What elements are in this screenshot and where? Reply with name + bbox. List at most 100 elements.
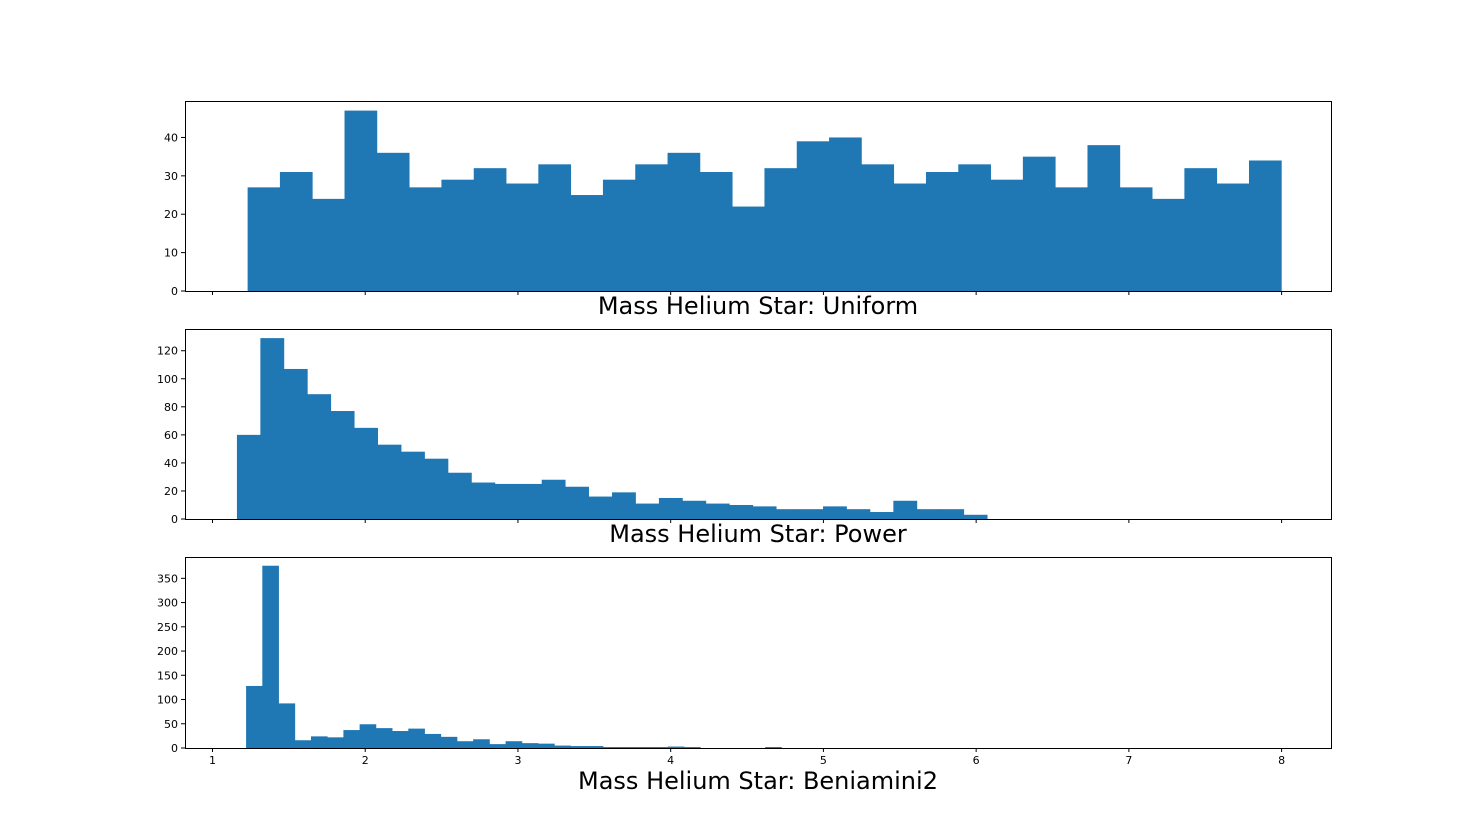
histogram-bar bbox=[916, 509, 941, 519]
histogram-bar bbox=[377, 444, 402, 519]
y-tick-label: 40 bbox=[164, 457, 178, 470]
histogram-bar bbox=[354, 427, 378, 519]
x-tick-label: 4 bbox=[667, 754, 674, 767]
histogram-bar bbox=[344, 110, 378, 291]
histogram-bar bbox=[1055, 187, 1088, 291]
histogram-bar bbox=[612, 492, 636, 519]
histogram-bar bbox=[424, 458, 449, 519]
histogram-bar bbox=[635, 503, 660, 519]
histogram-bar bbox=[1087, 145, 1121, 291]
y-tick-label: 0 bbox=[171, 513, 178, 526]
histogram-bar bbox=[441, 179, 475, 291]
histogram-bar bbox=[506, 183, 539, 291]
histogram-bar bbox=[729, 504, 754, 519]
histogram-bar bbox=[409, 187, 442, 291]
y-tick-label: 350 bbox=[157, 572, 178, 585]
beniamini2-panel-title: Mass Helium Star: Beniamini2 bbox=[578, 767, 938, 795]
histogram-bar bbox=[1152, 198, 1185, 291]
histogram-bar bbox=[823, 506, 847, 519]
axes-frame bbox=[185, 101, 1332, 292]
y-tick-label: 40 bbox=[164, 131, 178, 144]
axes-frame bbox=[185, 557, 1332, 749]
histogram-bar bbox=[619, 747, 636, 748]
histogram-bar bbox=[247, 187, 281, 291]
histogram-bar bbox=[505, 741, 523, 748]
power-histogram-panel: 0 20 40 60 80 100 120 bbox=[157, 329, 1332, 526]
histogram-bar bbox=[829, 137, 862, 291]
histogram-bar bbox=[236, 434, 261, 519]
histogram-bar bbox=[776, 509, 800, 519]
histogram-bar bbox=[658, 497, 683, 519]
histogram-bar bbox=[375, 728, 393, 748]
histogram-bar bbox=[343, 730, 361, 748]
histogram-bar bbox=[447, 472, 472, 519]
histogram-bar bbox=[1248, 160, 1282, 291]
histogram-bar bbox=[752, 506, 777, 519]
histogram-bar bbox=[538, 743, 555, 748]
x-tick-label: 6 bbox=[973, 754, 980, 767]
histogram-bar bbox=[554, 745, 571, 748]
histogram-bar bbox=[359, 724, 377, 748]
histogram-bar bbox=[327, 737, 344, 748]
histogram-bar bbox=[990, 179, 1024, 291]
histogram-bar bbox=[279, 172, 313, 291]
y-tick-label: 20 bbox=[164, 485, 178, 498]
y-tick-label: 80 bbox=[164, 401, 178, 414]
histogram-bar bbox=[392, 731, 409, 748]
histogram-bar bbox=[376, 152, 410, 291]
histogram-bar bbox=[565, 486, 589, 519]
histogram-bar bbox=[869, 511, 894, 519]
histogram-bar bbox=[846, 509, 871, 519]
histogram-bar bbox=[471, 482, 496, 519]
y-tick-label: 200 bbox=[157, 645, 178, 658]
histogram-bar bbox=[602, 179, 636, 291]
histogram-bar bbox=[893, 500, 918, 519]
histogram-bar bbox=[489, 744, 507, 748]
histogram-bar bbox=[401, 451, 425, 519]
histogram-bar bbox=[473, 739, 490, 748]
y-tick-label: 120 bbox=[157, 345, 178, 358]
histogram-bar bbox=[765, 747, 782, 748]
y-tick-label: 300 bbox=[157, 597, 178, 610]
y-tick-label: 100 bbox=[157, 694, 178, 707]
uniform-histogram-panel: 0 10 20 30 40 bbox=[164, 101, 1332, 298]
histogram-bar bbox=[1022, 156, 1056, 291]
histogram-bar bbox=[893, 183, 927, 291]
histogram-bar bbox=[494, 483, 519, 519]
histogram-bar bbox=[635, 747, 652, 748]
histogram-bar bbox=[262, 565, 279, 748]
x-tick-label: 5 bbox=[820, 754, 827, 767]
histogram-bar bbox=[682, 500, 707, 519]
histogram-bar bbox=[521, 743, 539, 748]
histogram-bar bbox=[278, 703, 296, 748]
y-tick-label: 100 bbox=[157, 373, 178, 386]
histogram-bar bbox=[861, 164, 895, 291]
histogram-bar bbox=[440, 736, 458, 748]
histogram-bar bbox=[940, 509, 965, 519]
histogram-bar bbox=[732, 206, 765, 291]
y-tick-label: 30 bbox=[164, 170, 178, 183]
histogram-bar bbox=[408, 728, 425, 748]
y-tick-label: 250 bbox=[157, 621, 178, 634]
histogram-bar bbox=[456, 741, 474, 748]
histogram-bar bbox=[518, 483, 543, 519]
histogram-bar bbox=[684, 747, 701, 748]
histogram-bar bbox=[925, 172, 959, 291]
power-panel-title: Mass Helium Star: Power bbox=[609, 520, 907, 548]
histogram-bar bbox=[424, 733, 442, 748]
histogram-bar bbox=[307, 394, 332, 519]
histogram-bar bbox=[1184, 168, 1218, 291]
histogram-bar bbox=[283, 368, 308, 519]
histogram-bar bbox=[1216, 183, 1250, 291]
histogram-bar bbox=[570, 195, 604, 291]
beniamini2-histogram-panel: 0 50 100 150 200 250 300 350 1 2 3 4 5 6 7 8 bbox=[157, 557, 1332, 767]
x-tick-label: 7 bbox=[1125, 754, 1132, 767]
histogram-bar bbox=[667, 152, 701, 291]
histogram-bar bbox=[260, 338, 285, 519]
histogram-bar bbox=[294, 740, 312, 748]
histogram-bar bbox=[963, 514, 988, 519]
histogram-bar bbox=[667, 746, 685, 748]
histogram-bar bbox=[588, 496, 613, 519]
y-tick-label: 10 bbox=[164, 247, 178, 260]
uniform-panel-title: Mass Helium Star: Uniform bbox=[598, 292, 918, 320]
